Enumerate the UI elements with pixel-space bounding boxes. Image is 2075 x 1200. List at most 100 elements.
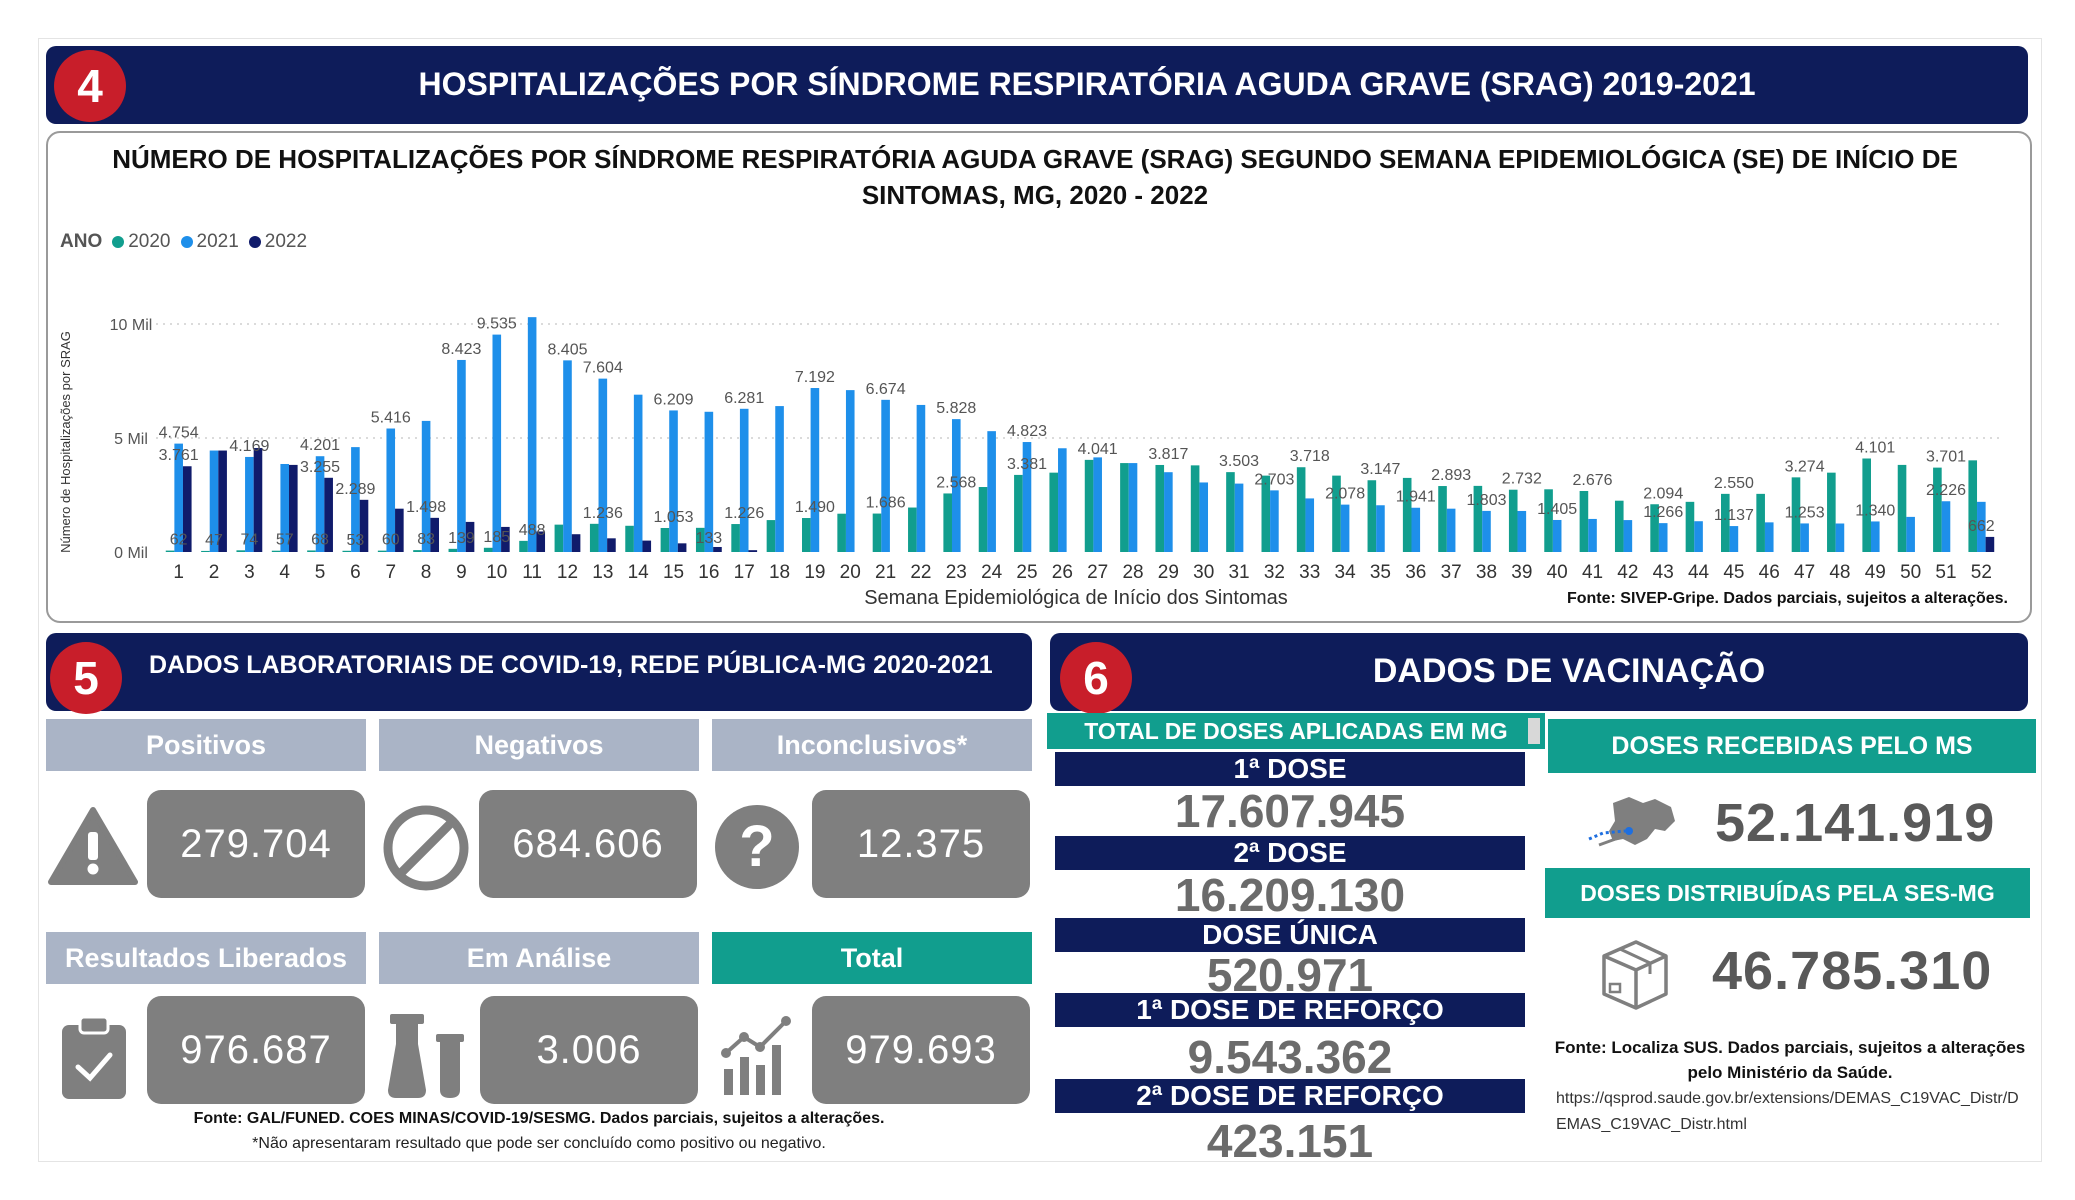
question-icon: ? — [715, 805, 799, 889]
section-6-url-line1[interactable]: https://qsprod.saude.gov.br/extensions/D… — [1556, 1090, 2019, 1107]
bar-2020-week-43 — [1650, 504, 1659, 552]
bar-2020-week-17 — [731, 524, 740, 552]
bar-2020-week-23 — [943, 493, 952, 552]
legend-label-2022: 2022 — [264, 231, 308, 252]
x-tick-label: 18 — [769, 562, 790, 583]
bar-2021-week-34 — [1340, 504, 1350, 552]
bar-2021-week-5 — [315, 456, 325, 552]
data-label: 1.686 — [866, 495, 906, 512]
dose-2-value: 16.209.130 — [1174, 869, 1406, 921]
bar-2021-week-33 — [1305, 498, 1315, 552]
bar-2020-week-1 — [165, 550, 175, 552]
x-tick-label: 11 — [522, 562, 542, 583]
doses-recebidas-value: 52.141.919 — [1715, 793, 1996, 853]
bar-2020-week-14 — [625, 525, 634, 552]
data-label: 62 — [170, 532, 188, 549]
clipboard-check-icon — [62, 1015, 126, 1099]
svg-text:?: ? — [739, 814, 774, 879]
bar-2020-week-41 — [1579, 490, 1589, 552]
legend-swatch-2020 — [112, 236, 125, 248]
bar-2021-week-4 — [280, 463, 290, 552]
legend-title: ANO — [60, 231, 103, 252]
x-tick-label: 29 — [1158, 562, 1179, 583]
bar-2020-week-28 — [1120, 463, 1129, 552]
data-label: 60 — [382, 532, 400, 549]
bar-2021-week-2 — [209, 450, 219, 552]
section-6-title: DADOS DE VACINAÇÃO — [1372, 652, 1766, 690]
bar-2021-week-29 — [1164, 472, 1173, 552]
bar-2020-week-16 — [695, 527, 705, 552]
bar-2021-week-16 — [704, 411, 714, 552]
data-label: 1.253 — [1785, 504, 1825, 521]
bar-2022-week-9 — [465, 521, 475, 552]
x-tick-label: 23 — [946, 562, 967, 583]
doses-distribuidas-header: DOSES DISTRIBUÍDAS PELA SES-MG — [1545, 868, 2030, 918]
bar-2021-week-23 — [951, 419, 961, 552]
data-label: 3.147 — [1360, 461, 1400, 478]
x-tick-label: 17 — [734, 562, 755, 583]
legend-label-2020: 2020 — [128, 231, 171, 252]
bar-2021-week-31 — [1234, 483, 1244, 552]
scroll-thumb[interactable] — [1528, 718, 1540, 744]
bar-2020-week-7 — [377, 550, 387, 552]
dose-unica-value: 520.971 — [1206, 949, 1374, 1001]
bar-2021-week-17 — [739, 408, 749, 552]
x-tick-label: 39 — [1511, 562, 1532, 583]
reforco-2-label: 2ª DOSE DE REFORÇO — [1055, 1079, 1525, 1113]
data-label: 2.732 — [1502, 471, 1542, 488]
x-tick-label: 35 — [1370, 562, 1391, 583]
data-label: 7.604 — [583, 360, 623, 377]
total-header: Total — [712, 932, 1032, 984]
bar-2020-week-22 — [908, 507, 917, 552]
section-6-url-line2[interactable]: EMAS_C19VAC_Distr.html — [1556, 1116, 1747, 1133]
chart-legend: ANO 2020 2021 2022 — [60, 230, 307, 254]
bar-2020-week-15 — [660, 527, 670, 552]
total-value: 979.693 — [812, 996, 1030, 1104]
bar-2022-week-3 — [253, 448, 263, 552]
data-label: 1.803 — [1466, 492, 1506, 509]
x-tick-label: 1 — [173, 562, 184, 583]
bar-2021-week-52 — [1977, 501, 1986, 552]
negativos-value: 684.606 — [479, 790, 697, 898]
bar-2021-week-13 — [598, 378, 608, 552]
dose-2-label: 2ª DOSE — [1055, 836, 1525, 870]
bar-2021-week-50 — [1906, 516, 1915, 552]
bar-2021-week-40 — [1552, 519, 1562, 552]
bar-2022-week-6 — [359, 499, 369, 552]
data-label: 1.236 — [583, 505, 623, 522]
data-label: 57 — [276, 532, 294, 549]
x-tick-label: 43 — [1653, 562, 1674, 583]
x-tick-label: 10 — [486, 562, 507, 583]
x-tick-label: 36 — [1405, 562, 1426, 583]
data-label: 1.490 — [795, 499, 835, 516]
x-tick-label: 47 — [1794, 562, 1815, 583]
bar-2021-week-32 — [1270, 490, 1279, 552]
legend-swatch-2022 — [248, 236, 261, 248]
bar-2020-week-33 — [1296, 467, 1306, 552]
bar-2021-week-25 — [1022, 442, 1032, 552]
bar-2021-week-9 — [457, 359, 466, 552]
y-axis-label: Número de Hospitalizações por SRAG — [58, 331, 73, 553]
bar-2020-week-9 — [448, 548, 458, 552]
growth-chart-icon — [721, 1016, 791, 1095]
bar-2021-week-39 — [1517, 510, 1527, 552]
bar-2020-week-42 — [1614, 500, 1624, 552]
x-tick-label: 34 — [1335, 562, 1357, 583]
bar-2021-week-12 — [563, 360, 572, 552]
bar-2020-week-44 — [1685, 501, 1695, 552]
bar-2020-week-4 — [271, 550, 281, 552]
data-label: 5.416 — [371, 410, 411, 427]
x-tick-label: 15 — [663, 562, 684, 583]
data-label: 133 — [696, 530, 723, 547]
bar-2020-week-8 — [413, 550, 422, 552]
y-tick-label: 5 Mil — [114, 431, 148, 448]
bar-2021-week-28 — [1128, 463, 1138, 552]
x-tick-label: 6 — [350, 562, 361, 583]
data-label: 4.201 — [300, 437, 340, 454]
bar-2020-week-45 — [1721, 493, 1730, 552]
em-analise-header: Em Análise — [379, 932, 699, 984]
bar-2022-week-52 — [1985, 536, 1995, 552]
bar-2020-week-2 — [201, 550, 210, 552]
y-tick-label: 10 Mil — [110, 317, 153, 334]
data-label: 488 — [519, 522, 546, 539]
